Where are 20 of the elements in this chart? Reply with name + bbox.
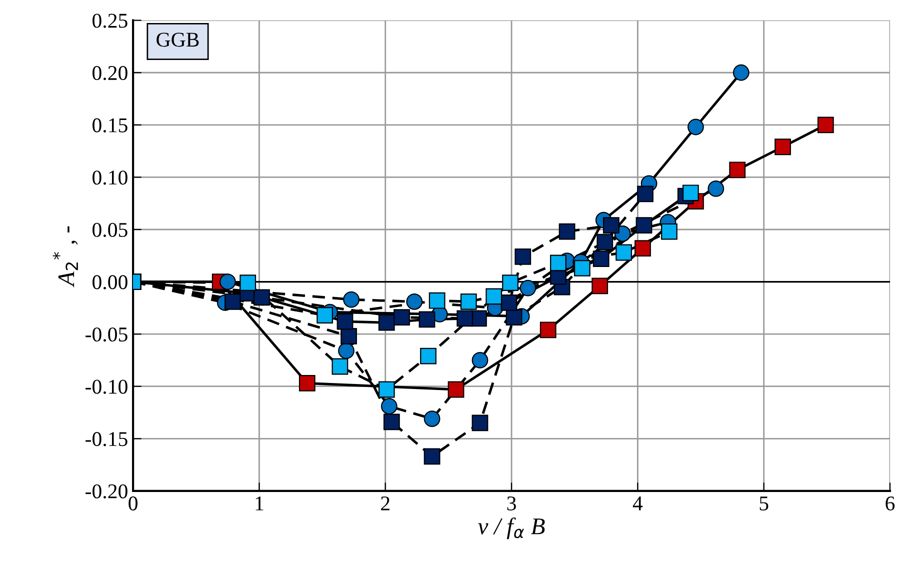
x-tick-label: 4: [632, 496, 643, 510]
y-tick-label: 0.10: [92, 170, 128, 185]
x-tick-label: 5: [760, 496, 768, 510]
x-tick-label: 3: [507, 496, 516, 510]
y-tick-label: 0.20: [92, 66, 128, 80]
y-tick-label: 0.00: [92, 275, 128, 290]
y-axis-title: A$_{2}$$^{*}$ , -: [52, 226, 78, 288]
x-axis-title: v / f$_{α}$ B: [478, 517, 545, 540]
y-tick-label: -0.10: [86, 380, 128, 394]
x-tick-label: 1: [256, 496, 264, 510]
x-tick-label: 6: [886, 496, 895, 510]
y-tick-label: 0.25: [92, 14, 128, 28]
y-tick-label: 0.05: [92, 222, 128, 238]
y-tick-label: -0.05: [86, 327, 128, 342]
y-tick-label: -0.15: [86, 432, 128, 446]
y-tick-label: 0.15: [92, 118, 128, 132]
annotation: GGB: [156, 32, 199, 47]
x-tick-label: 0: [128, 496, 138, 510]
y-tick-label: -0.20: [86, 484, 128, 498]
x-tick-label: 2: [381, 496, 390, 510]
